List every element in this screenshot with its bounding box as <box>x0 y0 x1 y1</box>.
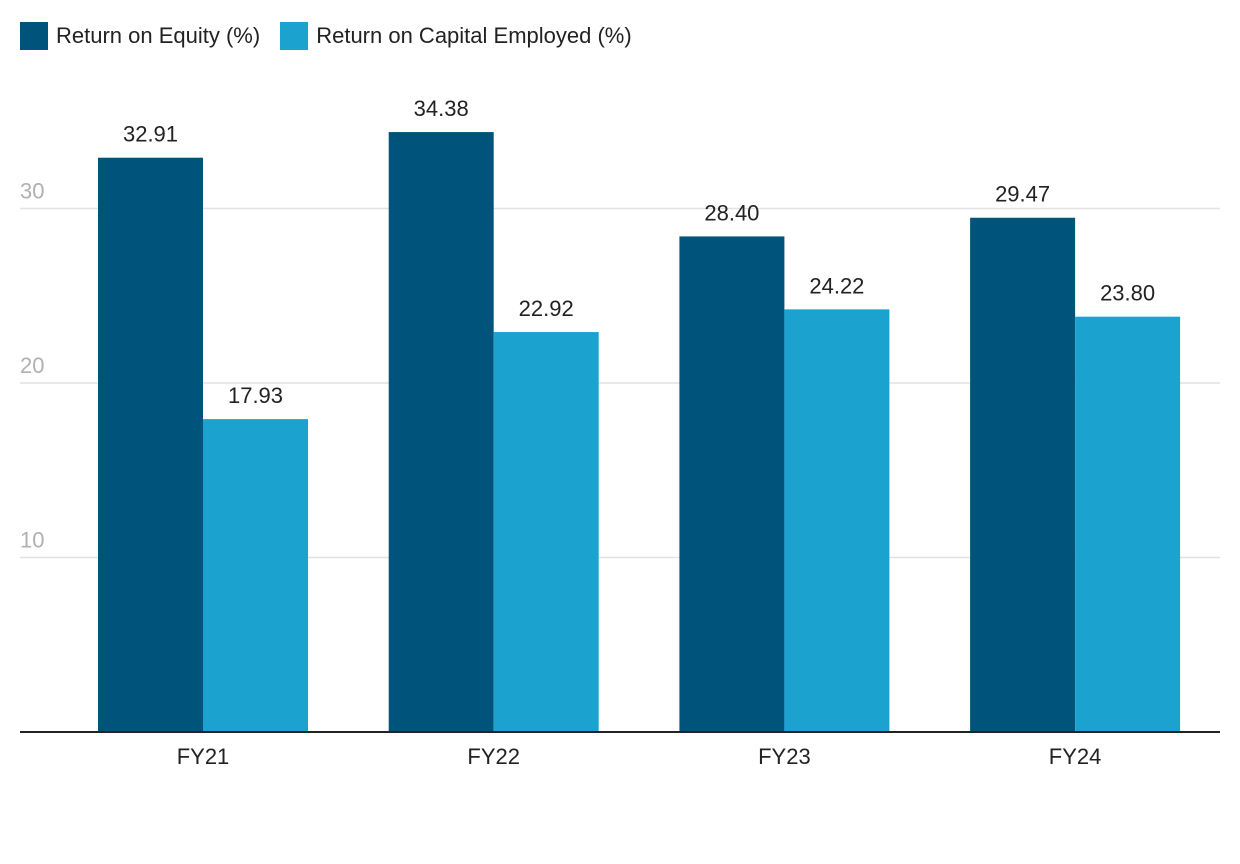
data-label: 24.22 <box>809 273 864 298</box>
data-label: 28.40 <box>704 200 759 225</box>
data-label: 29.47 <box>995 182 1050 207</box>
bar-fy24-series-2 <box>1075 316 1181 732</box>
data-label: 32.91 <box>123 122 178 147</box>
legend-label-roce: Return on Capital Employed (%) <box>316 23 632 48</box>
bar-fy22-series-1 <box>388 132 494 733</box>
y-tick-label: 20 <box>20 353 44 378</box>
legend-item-roe: Return on Equity (%) <box>20 22 260 50</box>
bar-fy22-series-2 <box>493 332 599 732</box>
data-label: 23.80 <box>1100 281 1155 306</box>
x-tick-label: FY22 <box>467 744 520 769</box>
data-label: 22.92 <box>519 296 574 321</box>
data-label: 34.38 <box>414 96 469 121</box>
y-tick-label: 30 <box>20 179 44 204</box>
chart-legend: Return on Equity (%) Return on Capital E… <box>20 22 632 50</box>
bar-fy21-series-1 <box>98 157 203 732</box>
bar-fy24-series-1 <box>970 217 1076 732</box>
legend-swatch-roce <box>280 22 309 50</box>
x-tick-label: FY21 <box>177 744 230 769</box>
legend-item-roce: Return on Capital Employed (%) <box>280 22 632 50</box>
y-tick-label: 10 <box>20 528 44 553</box>
legend-label-roe: Return on Equity (%) <box>56 23 261 48</box>
bar-fy23-series-1 <box>679 236 785 733</box>
bar-fy23-series-2 <box>784 309 890 732</box>
bar-fy21-series-2 <box>203 419 308 732</box>
x-tick-label: FY24 <box>1049 744 1102 769</box>
x-tick-label: FY23 <box>758 744 811 769</box>
legend-swatch-roe <box>20 22 48 50</box>
data-label: 17.93 <box>228 383 283 408</box>
